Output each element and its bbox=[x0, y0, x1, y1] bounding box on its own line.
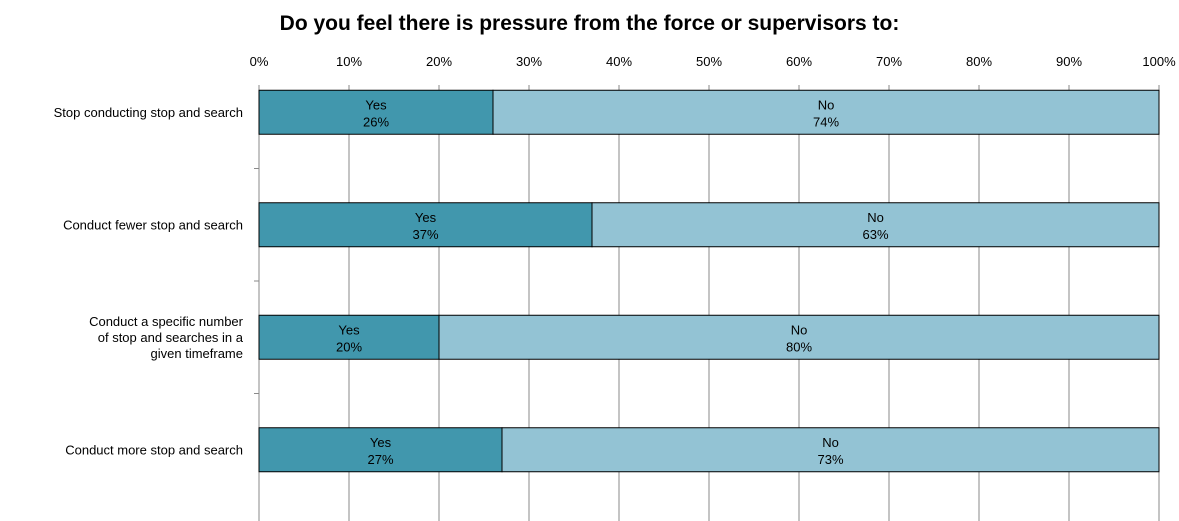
bar-segment-yes bbox=[258, 89, 494, 135]
segment-value-label: 26% bbox=[363, 114, 389, 129]
segment-series-label: No bbox=[822, 435, 839, 450]
bar-segment-no bbox=[492, 89, 1160, 135]
segment-value-label: 20% bbox=[336, 339, 362, 354]
bar-segment-yes bbox=[258, 314, 440, 360]
x-tick-label: 20% bbox=[426, 54, 452, 69]
x-tick-label: 80% bbox=[966, 54, 992, 69]
x-tick-label: 30% bbox=[516, 54, 542, 69]
x-tick-label: 50% bbox=[696, 54, 722, 69]
bar-segment-no bbox=[591, 202, 1160, 248]
x-tick-label: 90% bbox=[1056, 54, 1082, 69]
segment-series-label: No bbox=[791, 322, 808, 337]
segment-value-label: 37% bbox=[412, 227, 438, 242]
segment-series-label: No bbox=[867, 210, 884, 225]
bar-segment-yes bbox=[258, 427, 503, 473]
segment-series-label: Yes bbox=[338, 322, 360, 337]
x-tick-label: 40% bbox=[606, 54, 632, 69]
x-tick-label: 10% bbox=[336, 54, 362, 69]
segment-value-label: 80% bbox=[786, 339, 812, 354]
x-tick-label: 60% bbox=[786, 54, 812, 69]
segment-series-label: Yes bbox=[365, 97, 387, 112]
segment-value-label: 63% bbox=[862, 227, 888, 242]
category-label: Conduct fewer stop and search bbox=[63, 217, 243, 232]
bars: Yes 26% No 74% Yes 37% No 63% Yes 20% No 80% Yes 27% N… bbox=[258, 89, 1160, 473]
segment-series-label: No bbox=[818, 97, 835, 112]
category-label: Conduct a specific number of stop and sea… bbox=[89, 314, 244, 361]
category-label: Stop conducting stop and search bbox=[54, 105, 243, 120]
bar-segment-no bbox=[501, 427, 1160, 473]
segment-value-label: 73% bbox=[817, 452, 843, 467]
segment-value-label: 27% bbox=[367, 452, 393, 467]
segment-series-label: Yes bbox=[370, 435, 392, 450]
bar-segment-no bbox=[438, 314, 1160, 360]
segment-series-label: Yes bbox=[415, 210, 437, 225]
segment-value-label: 74% bbox=[813, 114, 839, 129]
chart-title: Do you feel there is pressure from the f… bbox=[279, 12, 900, 35]
category-labels: Stop conducting stop and search Conduct f… bbox=[54, 105, 244, 458]
x-tick-label: 70% bbox=[876, 54, 902, 69]
category-label: Conduct more stop and search bbox=[65, 442, 243, 457]
x-tick-label: 100% bbox=[1142, 54, 1176, 69]
bar-segment-yes bbox=[258, 202, 593, 248]
x-axis-ticks: 0% 10% 20% 30% 40% 50% 60% 70% 80% 90% 100% bbox=[250, 54, 1176, 69]
x-tick-label: 0% bbox=[250, 54, 269, 69]
